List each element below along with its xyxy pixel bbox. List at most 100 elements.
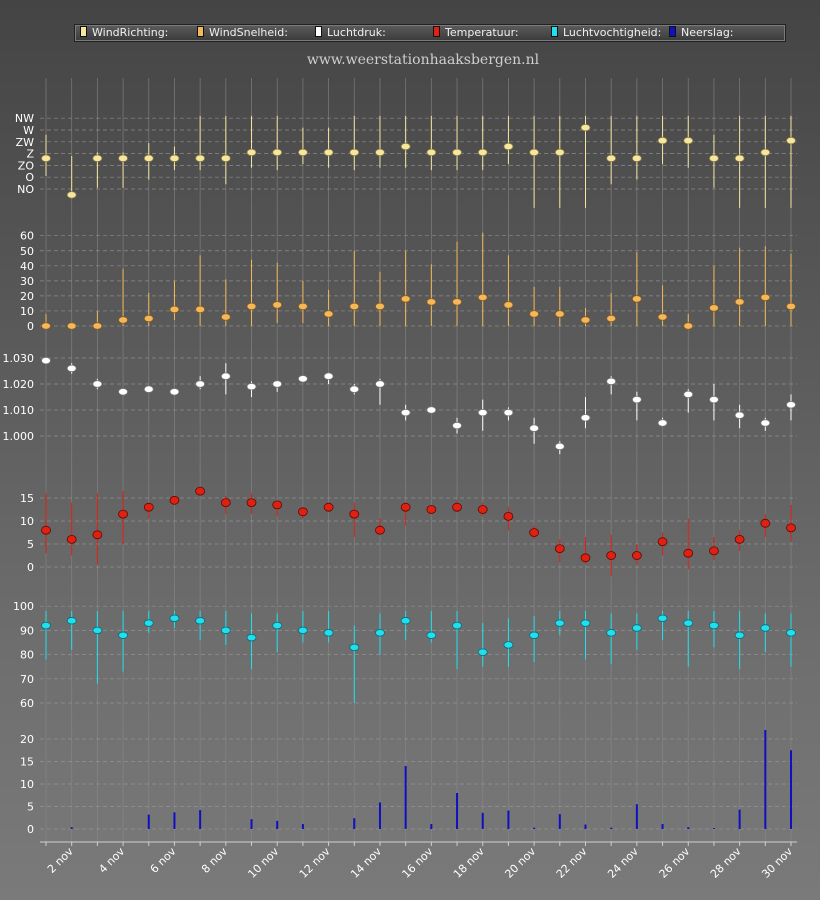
precipitation-bar <box>635 804 638 829</box>
humidity-point <box>195 617 206 625</box>
precipitation-tick-label: 10 <box>20 778 34 791</box>
pressure-point <box>452 421 462 430</box>
precipitation-bar <box>712 828 715 829</box>
wind-speed-tick-label: 0 <box>27 320 34 333</box>
humidity-point <box>323 629 334 637</box>
precipitation-bar <box>301 824 304 829</box>
wind-direction-point <box>323 148 334 157</box>
pressure-point <box>297 375 308 383</box>
precipitation-bar <box>456 793 459 829</box>
humidity-point <box>246 633 257 642</box>
legend-label: WindRichting: <box>92 26 169 39</box>
wind-speed-point <box>92 322 103 330</box>
pressure-point <box>272 380 283 388</box>
wind-speed-tick-label: 60 <box>20 230 34 243</box>
precipitation-bar <box>378 802 381 829</box>
legend-item-neerslag: Neerslag: <box>669 26 734 40</box>
humidity-point <box>66 617 77 625</box>
pressure-point <box>734 411 745 419</box>
wind-direction-point <box>426 148 437 157</box>
humidity-point <box>400 617 411 625</box>
wind-direction-point <box>143 154 154 163</box>
wind-direction-point <box>220 154 231 163</box>
humidity-tick-label: 60 <box>20 697 34 710</box>
legend-label: WindSnelheid: <box>209 26 288 39</box>
humidity-point <box>169 614 180 622</box>
humidity-point <box>297 626 308 635</box>
legend-swatch-luchtdruk <box>315 26 322 37</box>
precipitation-bar <box>661 824 664 829</box>
temperature-point <box>734 535 745 544</box>
pressure-point <box>554 442 565 451</box>
wind-speed-point <box>452 298 462 306</box>
temperature-point <box>503 512 514 521</box>
humidity-point <box>631 624 642 632</box>
precipitation-bar <box>70 827 73 829</box>
wind-speed-point <box>41 322 51 330</box>
wind-direction-point <box>92 154 103 163</box>
humidity-point <box>220 626 231 635</box>
pressure-point <box>66 364 77 373</box>
precipitation-bar <box>738 809 741 829</box>
precipitation-tick-label: 5 <box>27 801 34 814</box>
wind-speed-point <box>195 305 206 314</box>
pressure-point <box>323 372 334 380</box>
temperature-tick-label: 10 <box>20 515 34 528</box>
wind-speed-point <box>503 301 514 309</box>
wind-speed-point <box>554 310 565 318</box>
temperature-point <box>118 509 128 519</box>
precipitation-bar <box>199 810 202 829</box>
legend-item-luchtvochtigheid: Luchtvochtigheid: <box>551 26 661 40</box>
temperature-point <box>657 537 668 547</box>
wind-speed-point <box>118 316 128 324</box>
temperature-point <box>195 486 206 496</box>
humidity-tick-label: 90 <box>20 624 34 637</box>
temperature-point <box>477 505 488 514</box>
humidity-point <box>529 631 540 639</box>
humidity-point <box>709 621 719 630</box>
temperature-tick-label: 0 <box>27 561 34 574</box>
humidity-point <box>426 631 437 639</box>
wind-speed-point <box>477 293 488 302</box>
precipitation-bar <box>481 812 484 829</box>
humidity-point <box>92 626 103 635</box>
precipitation-tick-label: 20 <box>20 733 34 746</box>
pressure-point <box>709 395 719 404</box>
precipitation-bar <box>430 824 433 829</box>
wind-direction-point <box>760 148 771 157</box>
legend-swatch-luchtvochtigheid <box>551 26 558 37</box>
precipitation-bar <box>353 818 356 829</box>
wind-speed-point <box>400 295 411 303</box>
pressure-tick-label: 1.000 <box>3 430 35 443</box>
precipitation-bar <box>610 827 613 829</box>
temperature-point <box>786 523 796 533</box>
wind-speed-tick-label: 50 <box>20 245 34 258</box>
humidity-point <box>349 643 360 652</box>
precipitation-bar <box>558 814 561 829</box>
pressure-point <box>195 380 206 388</box>
legend-label: Luchtdruk: <box>327 26 386 39</box>
wind-direction-tick-label: Z <box>26 148 34 161</box>
legend-item-luchtdruk: Luchtdruk: <box>315 26 386 40</box>
wind-direction-point <box>452 148 462 157</box>
wind-direction-point <box>606 154 617 163</box>
temperature-point <box>683 548 694 558</box>
pressure-point <box>786 401 796 409</box>
wind-speed-point <box>349 302 360 311</box>
wind-speed-point <box>631 295 642 303</box>
wind-direction-tick-label: O <box>25 171 34 184</box>
wind-speed-point <box>246 302 257 311</box>
legend: WindRichting: WindSnelheid: Luchtdruk: T… <box>74 24 786 42</box>
wind-direction-point <box>375 148 385 157</box>
wind-speed-point <box>580 316 591 324</box>
humidity-point <box>503 641 514 649</box>
wind-speed-point <box>657 313 668 321</box>
wind-direction-point <box>709 154 719 163</box>
temperature-point <box>529 528 540 537</box>
legend-swatch-windsnelheid <box>197 26 204 37</box>
site-title: www.weerstationhaaksbergen.nl <box>306 52 540 68</box>
wind-speed-point <box>297 302 308 311</box>
humidity-point <box>734 631 745 639</box>
wind-speed-point <box>426 298 437 306</box>
